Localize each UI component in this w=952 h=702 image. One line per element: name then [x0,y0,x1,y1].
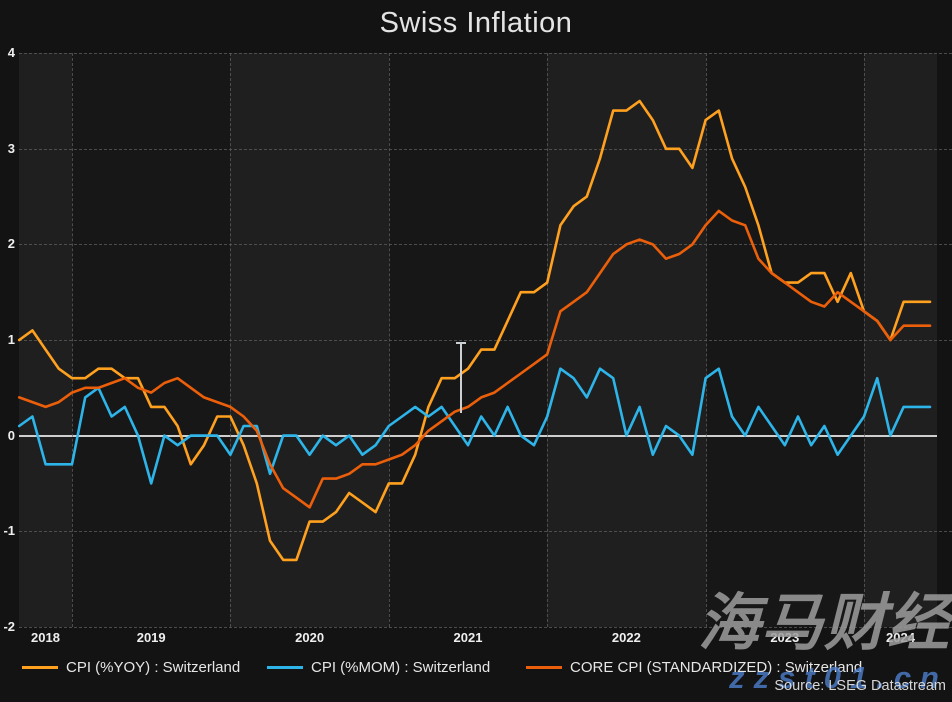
y-axis-label-0: 0 [7,427,15,443]
gridline-horizontal-3 [19,148,952,150]
zero-line [19,434,937,437]
gridline-horizontal-2 [19,244,952,246]
legend-item-cpi-yoy: CPI (%YOY) : Switzerland [22,656,240,678]
x-axis-label-2024: 2024 [886,630,915,645]
gridline-horizontal--2 [19,626,952,628]
legend-swatch-core-cpi [526,665,562,669]
y-axis-label-1: 1 [7,332,15,347]
y-axis-label-4: 4 [7,45,15,61]
gridline-vertical-2022 [547,53,549,627]
gridline-vertical-2023 [705,53,707,627]
legend-label: CORE CPI (STANDARDIZED) : Switzerland [570,658,863,676]
gridline-vertical-2021 [388,53,390,627]
x-axis-label-2023: 2023 [770,630,800,645]
source-credit: Source: LSEG Datastream [774,678,946,694]
legend-swatch-cpi-yoy [22,665,58,669]
legend-item-core-cpi: CORE CPI (STANDARDIZED) : Switzerland [526,656,862,678]
gridline-vertical-2019 [72,53,73,627]
y-axis-label-3: 3 [7,140,15,156]
x-axis-label-2021: 2021 [453,630,483,645]
y-axis-label--1: -1 [3,523,15,539]
x-axis-label-2018: 2018 [31,630,60,645]
legend-item-cpi-mom: CPI (%MOM) : Switzerland [267,656,490,678]
gridline-horizontal-1 [19,340,952,341]
x-axis-label-2019: 2019 [136,630,166,645]
gridline-horizontal-4 [19,53,952,55]
chart-title: Swiss Inflation [379,7,573,39]
legend-swatch-cpi-mom [267,665,303,669]
y-axis-label-2: 2 [7,236,15,252]
cursor-marker [457,342,465,413]
y-axis-label--2: -2 [3,618,15,634]
gridline-vertical-2024 [864,53,865,627]
legend: CPI (%YOY) : Switzerland CPI (%MOM) : Swi… [0,656,952,678]
x-axis-label-2020: 2020 [295,630,325,645]
legend-label: CPI (%MOM) : Switzerland [311,658,491,676]
x-axis-label-2022: 2022 [611,630,641,645]
gridline-horizontal--1 [19,531,952,533]
gridline-vertical-2020 [230,53,232,627]
legend-label: CPI (%YOY) : Switzerland [66,658,241,676]
